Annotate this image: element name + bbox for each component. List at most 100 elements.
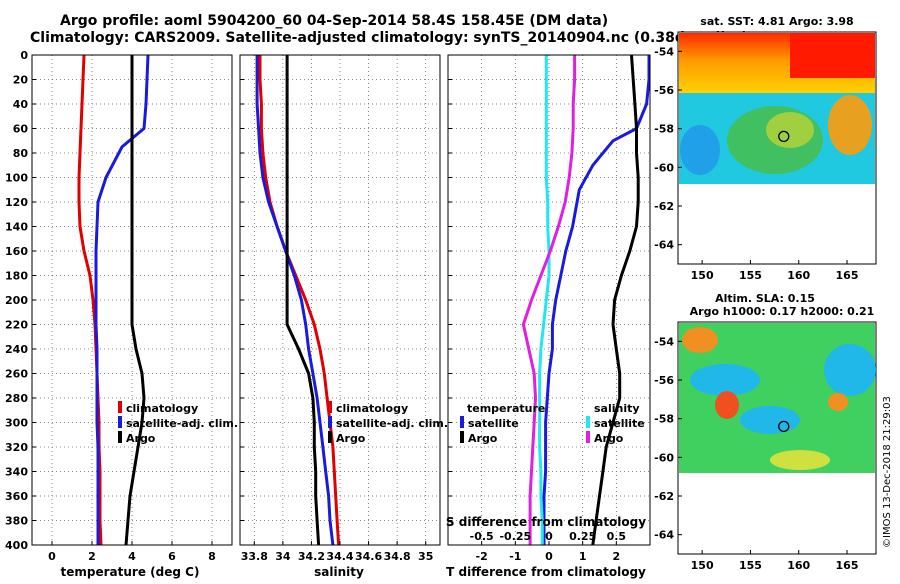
legend-swatch-climatology <box>118 401 122 413</box>
difference-legend: temperature satellite Argo salinity sate… <box>460 402 645 445</box>
t-difference-axis-label: T difference from climatology <box>446 565 646 579</box>
sla-field-high3 <box>828 393 848 411</box>
legend-swatch-s-satellite <box>586 416 590 428</box>
map-y-tick-label: -64 <box>654 529 674 542</box>
sla-map-title-line2: Argo h1000: 0.17 h2000: 0.21 <box>690 305 875 318</box>
depth-tick-label: 220 <box>5 319 28 332</box>
legend-swatch-climatology <box>328 401 332 413</box>
legend-label-satellite: satellite-adj. clim. <box>336 417 448 430</box>
s-diff-tick-label: 0.25 <box>569 530 596 543</box>
x-tick-label: 34.4 <box>326 550 353 563</box>
depth-tick-label: 0 <box>20 49 28 62</box>
legend-header-temperature: temperature <box>467 402 545 415</box>
map-y-tick-label: -54 <box>654 335 674 348</box>
legend-swatch-argo <box>328 431 332 443</box>
sst-field-cold-west <box>680 125 720 175</box>
series-difference-s-argo <box>521 55 577 545</box>
sst-argo-marker <box>778 130 790 143</box>
depth-tick-label: 280 <box>5 392 28 405</box>
sst-field-warm-core <box>766 112 814 148</box>
curves-layer <box>77 54 651 546</box>
legend-swatch-satellite <box>328 416 332 428</box>
map-x-tick-label: 160 <box>787 559 810 572</box>
legend-label-s-argo: Argo <box>594 432 624 445</box>
sla-field-blob2 <box>824 344 876 396</box>
depth-tick-label: 80 <box>13 147 29 160</box>
map-x-tick-label: 160 <box>787 269 810 282</box>
panel-frame-salinity <box>239 54 441 546</box>
series-temperature-climatology <box>77 54 103 546</box>
x-tick-label: 34.2 <box>298 550 325 563</box>
sla-map <box>677 321 877 555</box>
chart-title-line1: Argo profile: aoml 5904200_60 04-Sep-201… <box>60 13 608 29</box>
depth-tick-label: 20 <box>13 74 29 87</box>
s-difference-axis-label: S difference from climatology <box>446 515 646 529</box>
map-y-tick-label: -62 <box>654 490 674 503</box>
map-y-tick-label: -56 <box>654 84 674 97</box>
s-diff-tick-label: -0.5 <box>470 530 494 543</box>
axes-layer: 0204060801001201401601802002202402602803… <box>5 49 651 563</box>
map-y-tick-label: -56 <box>654 374 674 387</box>
grid-layer <box>32 54 650 546</box>
salinity-axis-label: salinity <box>314 565 364 579</box>
series-difference-t-satellite <box>542 55 651 545</box>
legend-swatch-t-satellite <box>460 416 464 428</box>
series-salinity-argo <box>285 55 321 546</box>
legend-label-climatology: climatology <box>336 402 408 415</box>
sst-map-title: sat. SST: 4.81 Argo: 3.98 <box>700 15 853 28</box>
series-difference-t-argo <box>591 54 640 546</box>
s-diff-tick-label: -0.25 <box>499 530 531 543</box>
depth-tick-label: 180 <box>5 270 28 283</box>
depth-tick-label: 240 <box>5 343 28 356</box>
map-x-tick-label: 150 <box>691 559 714 572</box>
legend-swatch-s-argo <box>586 431 590 443</box>
legend-swatch-argo <box>118 431 122 443</box>
x-tick-label: -1 <box>509 550 521 563</box>
x-tick-label: 1 <box>579 550 587 563</box>
sst-field-orange-east <box>828 95 872 155</box>
x-tick-label: 34.8 <box>384 550 411 563</box>
legend-header-salinity: salinity <box>594 402 640 415</box>
map-y-tick-label: -54 <box>654 45 674 58</box>
legend-label-satellite: satellite-adj. clim. <box>126 417 238 430</box>
salinity-legend: climatology satellite-adj. clim. Argo <box>328 401 448 445</box>
map-y-tick-label: -62 <box>654 200 674 213</box>
depth-tick-label: 300 <box>5 417 28 430</box>
legend-swatch-t-argo <box>460 431 464 443</box>
s-diff-tick-label: 0 <box>545 530 553 543</box>
depth-tick-label: 360 <box>5 490 28 503</box>
x-tick-label: 34.6 <box>355 550 382 563</box>
temperature-legend: climatology satellite-adj. clim. Argo <box>118 401 238 445</box>
legend-label-argo: Argo <box>336 432 366 445</box>
series-difference-s-satellite <box>538 55 551 545</box>
map-x-tick-label: 150 <box>691 269 714 282</box>
depth-tick-label: 380 <box>5 515 28 528</box>
series-salinity-climatology <box>258 55 341 546</box>
temperature-axis-label: temperature (deg C) <box>61 565 200 579</box>
x-tick-label: 6 <box>168 550 176 563</box>
depth-tick-label: 400 <box>5 539 28 552</box>
map-x-tick-label: 165 <box>836 559 859 572</box>
sla-field-blob3 <box>740 406 800 434</box>
x-tick-label: 2 <box>88 550 96 563</box>
series-temperature-satellite-adj-clim- <box>94 54 150 545</box>
depth-tick-label: 160 <box>5 245 28 258</box>
depth-tick-label: 320 <box>5 441 28 454</box>
x-tick-label: 4 <box>128 550 136 563</box>
depth-tick-label: 40 <box>13 98 29 111</box>
x-tick-label: -2 <box>476 550 488 563</box>
x-tick-label: 35 <box>418 550 433 563</box>
map-y-tick-label: -58 <box>654 123 674 136</box>
map-y-tick-label: -60 <box>654 451 674 464</box>
x-tick-label: 2 <box>613 550 621 563</box>
x-tick-label: 0 <box>545 550 553 563</box>
sla-argo-marker <box>778 420 790 433</box>
map-x-tick-label: 155 <box>739 269 762 282</box>
sla-field-yellow <box>770 450 830 470</box>
map-y-tick-label: -60 <box>654 161 674 174</box>
depth-tick-label: 140 <box>5 221 28 234</box>
map-y-tick-label: -58 <box>654 413 674 426</box>
s-diff-tick-label: 0.5 <box>607 530 627 543</box>
depth-tick-label: 200 <box>5 294 28 307</box>
x-tick-label: 33.8 <box>241 550 268 563</box>
